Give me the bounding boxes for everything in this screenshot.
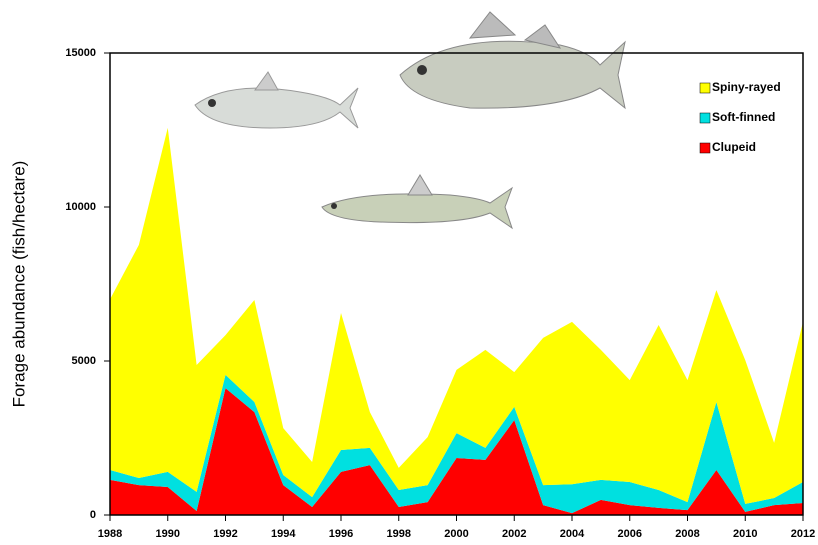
fish <box>321 174 514 230</box>
plot-area <box>110 127 803 515</box>
x-tick-label: 1988 <box>98 528 122 540</box>
x-tick-label: 2006 <box>618 528 642 540</box>
legend-swatch <box>699 112 711 124</box>
x-tick-label: 1998 <box>387 528 411 540</box>
area <box>110 374 803 514</box>
y-tick-label: 0 <box>90 509 96 521</box>
y-tick-label: 15000 <box>65 47 96 59</box>
fish-illustrations <box>194 11 626 230</box>
x-tick-label: 1990 <box>156 528 180 540</box>
x-tick-label: 2008 <box>675 528 699 540</box>
legend-label: Soft-finned <box>712 110 775 124</box>
legend-swatch <box>699 142 711 154</box>
area <box>110 388 803 515</box>
area <box>110 127 803 504</box>
legend-label: Spiny-rayed <box>712 80 781 94</box>
legend-label: Clupeid <box>712 140 756 154</box>
y-tick-label: 10000 <box>65 201 96 213</box>
x-tick-label: 2004 <box>560 528 585 540</box>
x-tick-label: 2002 <box>502 528 526 540</box>
x-tick-label: 1994 <box>271 528 296 540</box>
x-tick-label: 1992 <box>213 528 237 540</box>
x-tick-label: 2012 <box>791 528 815 540</box>
legend-swatch <box>699 82 711 94</box>
y-axis-label: Forage abundance (fish/hectare) <box>9 161 28 408</box>
x-tick-label: 1996 <box>329 528 353 540</box>
fish <box>194 71 359 129</box>
fish <box>399 11 626 110</box>
y-tick-label: 5000 <box>72 355 96 367</box>
x-tick-label: 2010 <box>733 528 757 540</box>
x-tick-label: 2000 <box>444 528 468 540</box>
